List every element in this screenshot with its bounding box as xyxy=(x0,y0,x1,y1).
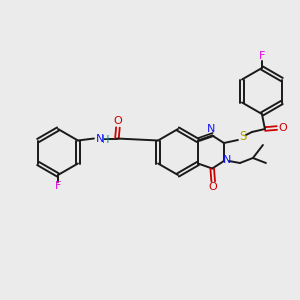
Text: F: F xyxy=(259,51,265,61)
Text: O: O xyxy=(209,182,218,193)
Text: N: N xyxy=(207,124,215,134)
Text: S: S xyxy=(239,130,247,143)
Text: F: F xyxy=(55,181,61,191)
Text: N: N xyxy=(96,134,104,143)
Text: O: O xyxy=(278,123,287,133)
Text: H: H xyxy=(102,135,109,145)
Text: O: O xyxy=(113,116,122,127)
Text: N: N xyxy=(223,155,231,165)
